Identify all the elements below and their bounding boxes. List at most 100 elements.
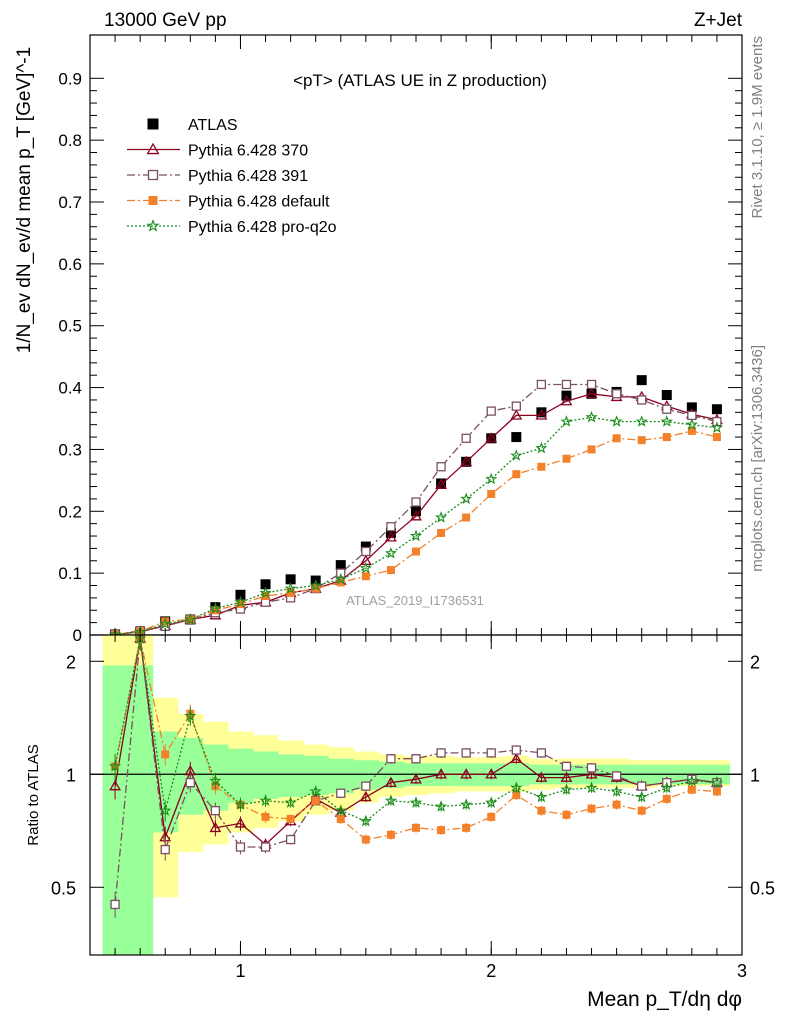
ratio-data-point-series-0 [234,817,247,828]
legend: ATLAS Pythia 6.428 370 Pythia 6.428 391 Pyt… [127,117,337,236]
main-data-point-series-2 [411,497,421,507]
ratio-data-point-series-2 [712,787,721,796]
main-data-point-series-3 [161,617,170,626]
main-data-point-series-3 [361,572,370,581]
main-y-tick-label: 0.8 [58,131,82,150]
main-data-point-series-3 [712,433,721,442]
main-data-point-series-4 [685,418,698,430]
ratio-data-point-series-2 [437,826,446,835]
main-data-point-series-0 [285,574,296,585]
main-data-point-series-4 [635,415,648,427]
ratio-data-point-series-3 [585,781,598,794]
main-data-point-series-2 [687,410,697,421]
main-data-point-series-1 [585,387,598,399]
ratio-data-point-series-3 [108,759,122,772]
main-data-point-series-4 [710,421,724,433]
ratio-data-point-series-0 [510,752,523,763]
main-data-point-series-4 [560,415,573,427]
ratio-data-point-series-3 [259,794,272,806]
ratio-data-point-series-2 [311,796,320,805]
ratio-data-point-series-2 [286,815,295,824]
main-y-axis-label: 1/N_ev dN_ev/d mean p_T [GeV]^-1 [14,47,35,353]
main-data-point-series-1 [510,409,523,420]
ratio-data-point-series-1 [160,844,170,855]
ratio-data-point-series-1 [110,899,120,910]
main-series-line-series-4 [115,416,717,636]
uncertainty-band-inner [278,754,304,797]
ratio-data-point-series-3 [234,798,247,810]
ratio-data-point-series-1 [361,781,371,791]
main-data-point-series-4 [660,415,673,427]
ratio-data-point-series-2 [537,806,546,815]
main-data-point-series-3 [587,445,596,454]
main-data-point-series-4 [159,617,172,629]
main-y-tick-label: 0.3 [58,440,82,459]
uncertainty-band-inner [253,751,279,799]
ratio-data-point-series-3 [535,790,548,803]
ratio-data-point-series-2 [512,791,521,800]
main-data-point-series-4 [610,415,623,427]
ratio-data-point-series-2 [687,785,696,794]
ratio-data-point-series-1 [210,806,221,816]
ratio-data-point-series-2 [637,806,646,815]
main-data-point-series-2 [561,379,572,390]
main-y-tick-label: 0 [73,626,82,645]
ratio-data-point-series-3 [184,709,197,722]
main-data-point-series-3 [612,434,621,443]
main-data-point-series-4 [460,492,473,505]
main-data-point-series-3 [662,433,671,442]
main-data-point-series-3 [311,584,320,593]
ratio-data-point-series-1 [285,834,296,845]
ratio-data-point-series-0 [460,768,473,779]
main-plot-panel: <pT> (ATLAS UE in Z production) ATLAS_20… [14,34,743,645]
ratio-data-point-series-1 [611,771,622,781]
ratio-data-point-series-2 [612,800,621,809]
x-tick-label: 3 [737,961,747,981]
main-data-point-series-4 [510,449,523,461]
legend-label: Pythia 6.428 default [188,194,330,211]
ratio-data-point-series-3 [635,790,648,803]
main-data-point-series-2 [486,406,496,416]
main-data-point-series-1 [485,432,498,443]
main-data-point-series-3 [537,462,546,471]
main-y-tick-label: 0.9 [58,69,82,88]
ratio-data-point-series-2 [412,823,420,832]
main-data-point-series-4 [409,529,423,542]
ratio-data-point-series-3 [685,774,698,787]
main-data-point-series-3 [437,528,446,537]
ratio-data-point-series-3 [209,774,222,787]
main-data-point-series-0 [661,390,672,400]
main-data-point-series-4 [434,511,448,523]
main-data-point-series-2 [386,522,396,532]
legend-label: Pythia 6.428 370 [188,143,308,160]
main-y-tick-label: 0.1 [58,564,82,583]
legend-label: Pythia 6.428 391 [188,168,308,185]
main-data-point-series-4 [384,547,397,559]
ratio-data-point-series-3 [334,804,347,816]
main-data-point-series-2 [662,404,672,414]
ratio-data-point-series-3 [159,804,172,816]
ratio-data-point-series-0 [560,771,573,782]
main-data-point-series-4 [334,572,347,585]
main-data-point-series-1 [385,531,397,542]
main-data-point-series-4 [209,602,222,614]
legend-label: Pythia 6.428 pro-q2o [188,219,337,236]
main-data-point-series-0 [686,402,697,413]
ratio-data-point-series-3 [710,776,723,788]
ratio-y-tick-label: 1 [66,765,76,785]
ratio-data-point-series-1 [637,781,647,791]
process-label: Z+Jet [694,10,743,31]
main-data-point-series-3 [562,454,571,463]
ratio-data-point-series-1 [511,745,521,755]
main-data-point-series-0 [260,579,271,590]
main-data-point-series-4 [184,613,197,625]
main-data-point-series-1 [435,478,447,489]
ratio-data-point-series-1 [486,748,496,758]
main-data-point-series-2 [586,379,597,390]
main-data-point-series-3 [412,547,420,556]
mcplots-reference-label: mcplots.cern.ch [arXiv:1306.3436] [749,345,766,572]
main-data-point-series-1 [560,395,573,406]
main-data-point-series-4 [234,595,247,608]
ratio-data-point-series-2 [587,804,596,813]
